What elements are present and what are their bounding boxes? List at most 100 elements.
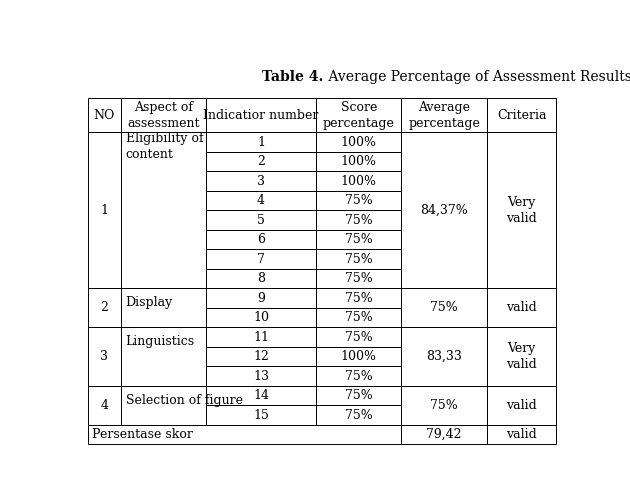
Text: Selection of figure: Selection of figure: [125, 394, 243, 407]
Bar: [88, 98, 121, 132]
Text: Average
percentage: Average percentage: [408, 100, 480, 130]
Bar: [401, 288, 487, 327]
Bar: [316, 327, 401, 347]
Text: 100%: 100%: [341, 350, 377, 363]
Bar: [487, 288, 556, 327]
Text: 4: 4: [100, 399, 108, 412]
Bar: [121, 132, 206, 288]
Bar: [88, 288, 121, 327]
Text: Aspect of
assessment: Aspect of assessment: [127, 100, 200, 130]
Bar: [316, 249, 401, 269]
Bar: [316, 405, 401, 425]
Text: 12: 12: [253, 350, 269, 363]
Text: Average Percentage of Assessment Results by Presentation Experts: Average Percentage of Assessment Results…: [324, 71, 630, 84]
Bar: [206, 288, 316, 308]
Bar: [316, 269, 401, 288]
Text: 75%: 75%: [345, 311, 372, 324]
Text: 75%: 75%: [345, 389, 372, 402]
Bar: [206, 132, 316, 152]
Bar: [206, 191, 316, 210]
Text: 15: 15: [253, 409, 269, 422]
Text: 8: 8: [257, 272, 265, 285]
Text: Eligibility of
content: Eligibility of content: [125, 132, 203, 161]
Text: 79,42: 79,42: [427, 428, 462, 441]
Bar: [206, 171, 316, 191]
Bar: [206, 269, 316, 288]
Bar: [487, 327, 556, 386]
Text: 84,37%: 84,37%: [420, 204, 468, 217]
Bar: [206, 405, 316, 425]
Bar: [121, 327, 206, 386]
Bar: [88, 386, 121, 425]
Bar: [88, 327, 121, 386]
Text: 100%: 100%: [341, 155, 377, 168]
Text: 2: 2: [257, 155, 265, 168]
Text: 3: 3: [257, 174, 265, 187]
Text: 75%: 75%: [345, 214, 372, 226]
Text: Criteria: Criteria: [497, 109, 546, 122]
Bar: [316, 230, 401, 249]
Text: valid: valid: [507, 399, 537, 412]
Bar: [316, 386, 401, 405]
Text: 13: 13: [253, 370, 269, 383]
Bar: [88, 132, 121, 288]
Bar: [401, 98, 487, 132]
Text: 4: 4: [257, 194, 265, 207]
Bar: [487, 98, 556, 132]
Text: NO: NO: [93, 109, 115, 122]
Text: 75%: 75%: [345, 194, 372, 207]
Text: 1: 1: [100, 204, 108, 217]
Bar: [316, 191, 401, 210]
Text: 1: 1: [257, 135, 265, 149]
Text: Indicatior number: Indicatior number: [203, 109, 319, 122]
Bar: [487, 132, 556, 288]
Text: valid: valid: [507, 301, 537, 314]
Bar: [401, 327, 487, 386]
Bar: [487, 386, 556, 425]
Text: Table 4. Average Percentage of Assessment Results by Presentation Experts: Table 4. Average Percentage of Assessmen…: [54, 71, 592, 84]
Bar: [316, 347, 401, 366]
Text: 2: 2: [100, 301, 108, 314]
Bar: [206, 347, 316, 366]
Bar: [88, 425, 401, 444]
Text: Very
valid: Very valid: [507, 196, 537, 225]
Bar: [206, 98, 316, 132]
Text: valid: valid: [507, 428, 537, 441]
Bar: [316, 171, 401, 191]
Text: 9: 9: [257, 292, 265, 304]
Bar: [401, 386, 487, 425]
Bar: [487, 425, 556, 444]
Text: Linguistics: Linguistics: [125, 336, 195, 348]
Text: 75%: 75%: [430, 301, 458, 314]
Text: 11: 11: [253, 331, 269, 343]
Bar: [316, 132, 401, 152]
Text: 75%: 75%: [345, 370, 372, 383]
Text: 75%: 75%: [345, 409, 372, 422]
Bar: [316, 210, 401, 230]
Text: 10: 10: [253, 311, 269, 324]
Text: 75%: 75%: [345, 331, 372, 343]
Text: Table 4.: Table 4.: [261, 71, 323, 84]
Bar: [206, 249, 316, 269]
Bar: [206, 152, 316, 171]
Bar: [401, 132, 487, 288]
Bar: [206, 308, 316, 327]
Bar: [206, 366, 316, 386]
Text: 7: 7: [257, 253, 265, 265]
Bar: [121, 98, 206, 132]
Bar: [206, 327, 316, 347]
Bar: [206, 386, 316, 405]
Text: 75%: 75%: [345, 272, 372, 285]
Text: 14: 14: [253, 389, 269, 402]
Bar: [121, 288, 206, 327]
Text: Display: Display: [125, 297, 173, 309]
Text: 75%: 75%: [345, 292, 372, 304]
Text: 75%: 75%: [430, 399, 458, 412]
Bar: [401, 425, 487, 444]
Text: 75%: 75%: [345, 253, 372, 265]
Text: Score
percentage: Score percentage: [323, 100, 395, 130]
Bar: [316, 366, 401, 386]
Text: 100%: 100%: [341, 174, 377, 187]
Bar: [206, 210, 316, 230]
Bar: [121, 386, 206, 425]
